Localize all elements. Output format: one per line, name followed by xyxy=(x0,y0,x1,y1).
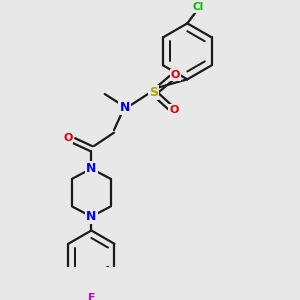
Text: N: N xyxy=(86,162,97,175)
Text: Cl: Cl xyxy=(193,2,204,12)
Text: O: O xyxy=(63,133,73,143)
Text: F: F xyxy=(88,293,95,300)
Text: S: S xyxy=(149,86,158,99)
Text: O: O xyxy=(169,105,179,115)
Text: N: N xyxy=(86,210,97,223)
Text: O: O xyxy=(171,70,180,80)
Text: N: N xyxy=(119,101,130,114)
